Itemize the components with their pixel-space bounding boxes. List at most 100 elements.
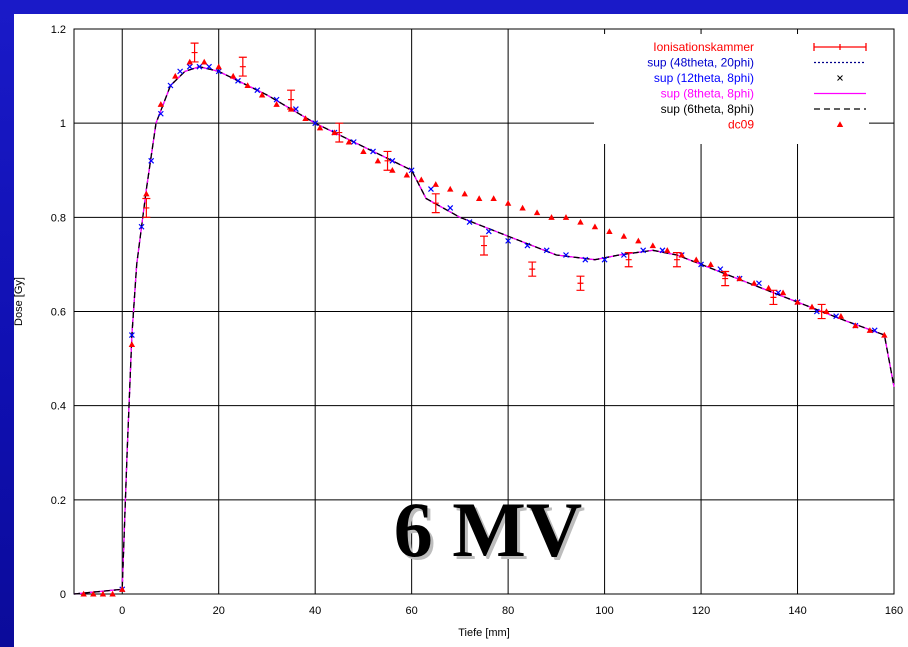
data-point-cross (408, 167, 415, 174)
data-point-triangle (750, 280, 758, 286)
data-point-triangle (779, 289, 787, 296)
data-point-triangle (99, 590, 107, 597)
data-point-cross (505, 237, 512, 244)
error-bar (287, 89, 296, 110)
x-tick-label: 0 (119, 605, 125, 617)
error-bar (190, 42, 199, 63)
data-point-triangle (172, 72, 179, 79)
data-point-triangle (418, 176, 425, 183)
legend-background (594, 34, 869, 144)
x-tick-label: 120 (692, 605, 710, 617)
data-point-triangle (389, 167, 396, 173)
data-point-triangle (215, 63, 222, 70)
data-point-triangle (201, 58, 208, 65)
data-point-cross (350, 139, 357, 145)
data-point-cross (157, 110, 164, 117)
data-point-cross (563, 252, 569, 258)
error-bar (672, 252, 681, 268)
y-tick-label: 0.2 (51, 495, 66, 507)
data-point-cross (312, 120, 319, 127)
data-point-triangle (823, 308, 830, 315)
data-point-triangle (447, 185, 454, 192)
data-point-triangle (736, 275, 743, 282)
data-point-triangle (143, 190, 150, 197)
error-bar (769, 289, 778, 306)
error-bar (721, 270, 730, 287)
data-point-cross (196, 63, 203, 70)
data-point-cross (485, 228, 492, 235)
data-point-triangle (765, 284, 772, 291)
data-point-cross (186, 63, 193, 70)
data-point-triangle (548, 214, 555, 220)
data-point-triangle (258, 91, 266, 98)
data-point-cross (871, 327, 878, 334)
overlay-label-shadow: 6 MV (397, 489, 585, 576)
data-point-triangle (837, 313, 845, 319)
data-point-cross (254, 87, 261, 94)
data-point-cross (698, 261, 704, 268)
plot-panel: 0 20 40 60 80 100 120 140 160 0 0.2 0.4 0.6 0.8 1 1.2 Ti… (14, 14, 908, 647)
data-point-cross (167, 82, 174, 89)
x-tick-label: 40 (309, 605, 321, 617)
data-point-triangle (808, 303, 816, 310)
data-point-triangle (360, 148, 367, 154)
y-tick-label: 1.2 (51, 24, 66, 36)
data-point-triangle (504, 200, 512, 206)
data-point-cross (756, 280, 762, 287)
series-sup-8theta-8phi- (73, 66, 895, 595)
x-tick-label: 140 (788, 605, 806, 617)
data-point-triangle (90, 590, 97, 597)
x-tick-label: 160 (885, 605, 903, 617)
y-tick-label: 0.6 (51, 307, 66, 319)
legend-label: sup (12theta, 8phi) (654, 71, 754, 85)
data-point-cross (235, 77, 241, 84)
data-point-triangle (109, 590, 116, 597)
data-point-triangle (316, 124, 324, 131)
legend-label: Ionisationskammer (653, 40, 754, 54)
data-point-triangle (649, 242, 657, 249)
dose-chart: 0 20 40 60 80 100 120 140 160 0 0.2 0.4 0.6 0.8 1 1.2 Ti… (14, 24, 903, 639)
data-point-cross (582, 256, 589, 263)
data-point-cross (543, 247, 550, 254)
data-point-cross (128, 332, 135, 338)
data-point-triangle (403, 171, 411, 178)
data-point-triangle (866, 327, 874, 333)
legend-label: sup (48theta, 20phi) (647, 56, 754, 70)
legend-label: dc09 (728, 118, 754, 132)
data-point-triangle (620, 232, 628, 239)
legend-key (836, 121, 844, 128)
data-point-cross (428, 186, 434, 193)
data-point-cross (148, 157, 155, 164)
data-point-triangle (273, 101, 280, 107)
error-bar (817, 303, 826, 320)
data-point-triangle (374, 157, 382, 164)
data-point-triangle (331, 129, 338, 136)
data-point-cross (813, 308, 820, 315)
data-point-cross (659, 247, 666, 254)
series-line (73, 66, 895, 595)
data-point-triangle (475, 195, 483, 202)
error-bar (431, 193, 440, 214)
error-bar (528, 261, 537, 277)
data-point-triangle (519, 204, 526, 211)
data-point-triangle (461, 190, 468, 197)
data-point-triangle (881, 331, 888, 338)
x-tick-label: 100 (595, 605, 613, 617)
data-point-cross (138, 223, 145, 230)
data-point-triangle (707, 261, 714, 267)
series-sup-12theta-8phi- (119, 63, 878, 593)
data-point-triangle (635, 237, 642, 244)
data-point-triangle (591, 223, 599, 230)
data-point-cross (601, 256, 608, 263)
data-point-triangle (432, 181, 439, 187)
data-point-triangle (80, 590, 87, 597)
data-point-triangle (345, 138, 353, 145)
y-axis-title: Dose [Gy] (14, 277, 25, 326)
data-point-cross (177, 68, 184, 75)
error-bar (335, 122, 344, 143)
data-point-cross (775, 289, 782, 296)
error-bar (383, 150, 392, 171)
plot-frame (73, 28, 895, 595)
legend-label: sup (8theta, 8phi) (661, 87, 754, 101)
